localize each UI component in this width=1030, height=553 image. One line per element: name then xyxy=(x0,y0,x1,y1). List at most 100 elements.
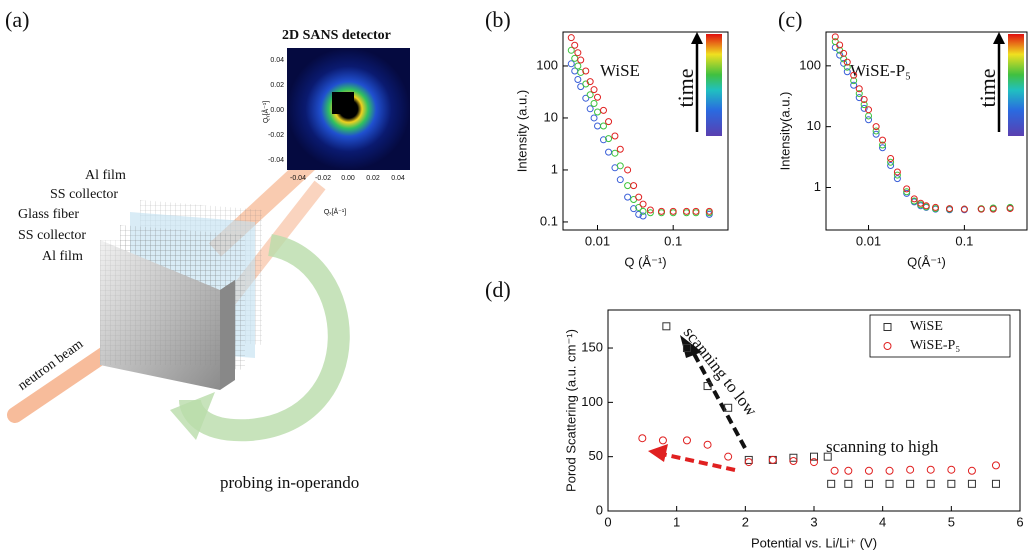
annotation: scanning to high xyxy=(826,437,939,456)
point xyxy=(611,132,619,140)
legend-label: WiSE-P₅ xyxy=(910,338,960,353)
legend-marker xyxy=(883,342,892,350)
detector-x-label: Qₓ[Å⁻¹] xyxy=(324,207,346,216)
arrow-head xyxy=(691,32,703,44)
x-tick-label: 0.1 xyxy=(664,233,682,248)
point xyxy=(887,154,895,162)
arrow-head xyxy=(680,335,702,358)
point xyxy=(893,171,901,179)
point xyxy=(922,202,930,210)
point xyxy=(657,207,665,215)
point xyxy=(879,141,887,149)
plot-frame xyxy=(825,31,1028,231)
slab-side xyxy=(220,280,235,390)
point xyxy=(724,403,733,412)
point xyxy=(682,344,691,353)
point xyxy=(917,199,925,207)
point xyxy=(594,108,602,116)
point xyxy=(836,51,844,59)
detector-tick: 0.00 xyxy=(341,175,355,182)
y-tick-label: 1 xyxy=(814,179,821,194)
point xyxy=(703,440,712,449)
point xyxy=(567,60,575,68)
point xyxy=(669,207,677,215)
x-tick-label: 3 xyxy=(810,514,817,529)
arrow-head xyxy=(993,32,1005,44)
point xyxy=(611,149,619,157)
point xyxy=(638,434,647,443)
point xyxy=(872,130,880,138)
point xyxy=(658,436,667,445)
point xyxy=(624,193,632,201)
annotation: time xyxy=(975,68,1000,107)
x-axis-label: Q (Å⁻¹) xyxy=(624,254,666,269)
slab-grid xyxy=(100,240,220,365)
point xyxy=(903,188,911,196)
point xyxy=(885,466,894,475)
point xyxy=(810,458,818,467)
point xyxy=(991,461,1000,470)
point xyxy=(705,207,713,215)
point xyxy=(864,466,873,475)
point xyxy=(567,34,575,42)
point xyxy=(582,67,590,75)
point xyxy=(590,99,598,107)
y-tick-label: 150 xyxy=(581,339,603,354)
point xyxy=(744,458,753,467)
point xyxy=(599,122,607,130)
point xyxy=(662,322,671,331)
layer-label: Al film xyxy=(85,168,126,183)
point xyxy=(906,479,915,488)
point xyxy=(789,457,798,466)
point xyxy=(577,56,585,64)
point xyxy=(1006,205,1014,213)
point xyxy=(860,101,868,109)
legend-label: WiSE xyxy=(910,319,943,334)
point xyxy=(616,176,624,184)
legend-box xyxy=(869,314,1011,358)
x-tick-label: 0.1 xyxy=(955,233,973,248)
point xyxy=(887,158,895,166)
x-tick-label: 4 xyxy=(879,514,886,529)
point xyxy=(991,479,1000,488)
point xyxy=(571,54,579,62)
annotation: WiSE-P₅ xyxy=(850,61,911,80)
y-tick-label: 10 xyxy=(544,109,558,124)
point xyxy=(967,466,976,475)
point xyxy=(599,136,607,144)
y-tick-label: 100 xyxy=(799,57,821,72)
point xyxy=(903,185,911,193)
point xyxy=(840,59,848,67)
point xyxy=(574,75,582,83)
detector-tick: -0.04 xyxy=(290,175,306,182)
point xyxy=(682,436,691,445)
beam-stop xyxy=(332,92,354,114)
point xyxy=(827,479,836,488)
point xyxy=(599,106,607,114)
x-tick-label: 1 xyxy=(673,514,680,529)
arrow-head xyxy=(648,444,668,462)
y-axis-label: Intensity(a.u.) xyxy=(777,92,792,171)
point xyxy=(860,95,868,103)
x-tick-label: 0 xyxy=(604,514,611,529)
panel-label: (d) xyxy=(485,277,511,302)
probe-label: probing in-operando xyxy=(220,473,359,492)
detector-tick: 0.02 xyxy=(366,175,380,182)
point xyxy=(646,209,654,217)
point xyxy=(946,205,954,213)
point xyxy=(855,94,863,102)
point xyxy=(831,33,839,41)
point xyxy=(590,114,598,122)
point xyxy=(860,104,868,112)
arrow xyxy=(690,349,747,449)
point xyxy=(926,479,935,488)
point xyxy=(692,207,700,215)
point xyxy=(582,94,590,102)
point xyxy=(823,452,832,461)
point xyxy=(850,81,858,89)
point xyxy=(960,205,968,213)
y-tick-label: 50 xyxy=(589,448,603,463)
legend-marker xyxy=(883,323,892,331)
x-axis-label: Potential vs. Li/Li⁺ (V) xyxy=(751,535,877,550)
x-axis-label: Q(Å⁻¹) xyxy=(907,254,946,269)
